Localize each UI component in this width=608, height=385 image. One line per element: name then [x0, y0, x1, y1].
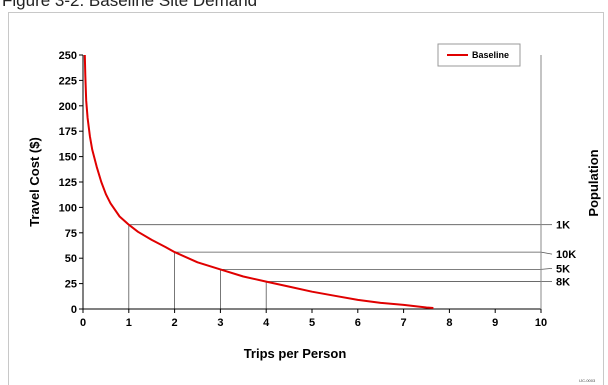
y-tick-label: 200 [59, 101, 77, 113]
figure-code: IJC-0003 [579, 378, 596, 383]
y-tick-label: 0 [71, 304, 77, 316]
population-label: 10K [556, 249, 576, 261]
population-connector-line [540, 251, 553, 255]
y-tick-label: 150 [59, 152, 77, 164]
y-tick-label: 250 [59, 50, 77, 62]
figure-title: Figure 3-2. Baseline Site Demand [2, 0, 258, 10]
y-tick-label: 225 [59, 75, 77, 87]
x-tick-label: 1 [126, 317, 132, 329]
x-tick-label: 7 [401, 317, 407, 329]
x-tick-label: 0 [80, 317, 86, 329]
series-line-baseline [83, 54, 434, 309]
axes [82, 55, 542, 310]
x-tick-label: 3 [217, 317, 223, 329]
guide-lines [128, 224, 553, 309]
population-connector-line [540, 267, 553, 270]
x-tick-label: 2 [172, 317, 178, 329]
y-tick-label: 125 [59, 177, 77, 189]
y-tick-label: 175 [59, 126, 77, 138]
population-label: 1K [556, 220, 570, 232]
population-label: 8K [556, 277, 570, 289]
x-tick-label: 5 [309, 317, 315, 329]
y-tick-label: 100 [59, 202, 77, 214]
x-tick-label: 9 [492, 317, 498, 329]
y-tick-label: 50 [65, 253, 77, 265]
x-tick-label: 10 [535, 317, 547, 329]
legend: Baseline [437, 43, 521, 67]
x-tick-label: 4 [263, 317, 270, 329]
population-labels: 1K 10K 5K 8K [556, 220, 576, 289]
population-label: 5K [556, 263, 570, 275]
legend-label-baseline: Baseline [472, 50, 509, 60]
series [83, 54, 434, 309]
y-tick-label: 75 [65, 228, 77, 240]
x-tick-label: 6 [355, 317, 361, 329]
x-axis-label: Trips per Person [244, 346, 347, 361]
x-tick-label: 8 [446, 317, 452, 329]
y-tick-labels: 0 25 50 75 100 125 150 175 200 225 250 [59, 50, 83, 316]
figure-frame [8, 12, 604, 385]
y-axis-label: Travel Cost ($) [27, 137, 42, 227]
legend-box [437, 43, 521, 67]
x-tick-labels: 0 1 2 3 4 5 6 7 8 9 10 [80, 309, 547, 329]
y-tick-label: 25 [65, 279, 77, 291]
y2-axis-label: Population [586, 149, 601, 216]
